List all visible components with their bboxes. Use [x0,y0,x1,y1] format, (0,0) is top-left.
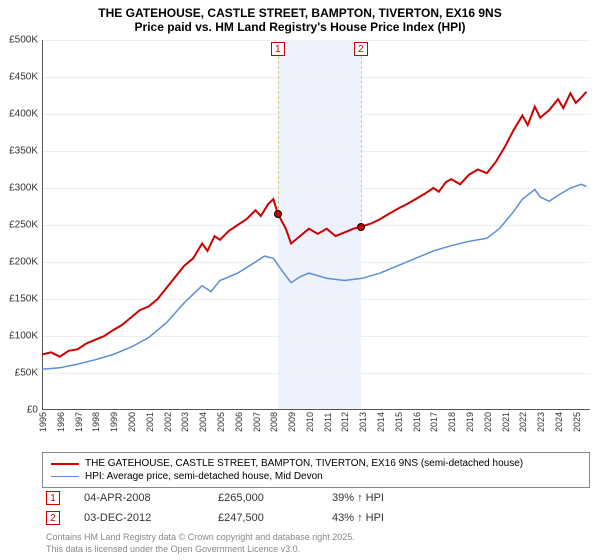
x-tick-label: 2010 [305,412,315,432]
x-tick-label: 2015 [394,412,404,432]
y-tick-label: £250K [9,220,38,231]
legend-row: HPI: Average price, semi-detached house,… [51,470,581,483]
x-tick-label: 2002 [163,412,173,432]
legend-block: THE GATEHOUSE, CASTLE STREET, BAMPTON, T… [42,452,590,555]
title-line-1: THE GATEHOUSE, CASTLE STREET, BAMPTON, T… [0,6,600,20]
x-tick-label: 2001 [145,412,155,432]
legend-label: HPI: Average price, semi-detached house,… [85,471,323,482]
legend-swatch [51,476,79,477]
sale-marker-dot [357,223,365,231]
sale-row: 2 03-DEC-2012 £247,500 43% ↑ HPI [42,508,590,528]
y-tick-label: £150K [9,294,38,305]
sale-marker-line [361,56,362,227]
x-tick-label: 2016 [412,412,422,432]
x-tick-label: 2011 [323,413,333,432]
chart: £0£50K£100K£150K£200K£250K£300K£350K£400… [42,40,590,410]
x-tick-label: 2020 [483,412,493,432]
sale-row-marker: 1 [46,491,60,505]
y-tick-label: £0 [27,405,38,416]
x-tick-label: 2009 [287,412,297,432]
sale-row-marker: 2 [46,511,60,525]
x-tick-label: 2007 [252,412,262,432]
sale-date: 04-APR-2008 [84,492,194,504]
x-tick-label: 2023 [536,412,546,432]
sale-delta: 43% ↑ HPI [332,512,384,524]
sale-row: 1 04-APR-2008 £265,000 39% ↑ HPI [42,488,590,508]
x-tick-label: 2021 [501,412,511,432]
x-tick-label: 2004 [198,412,208,432]
legend-label: THE GATEHOUSE, CASTLE STREET, BAMPTON, T… [85,458,523,469]
legend-row: THE GATEHOUSE, CASTLE STREET, BAMPTON, T… [51,457,581,470]
title-line-2: Price paid vs. HM Land Registry's House … [0,20,600,34]
footnote-line-2: This data is licensed under the Open Gov… [46,544,590,556]
line-series [42,40,590,410]
legend-box: THE GATEHOUSE, CASTLE STREET, BAMPTON, T… [42,452,590,488]
x-tick-label: 2013 [358,412,368,432]
x-tick-label: 2003 [180,412,190,432]
y-tick-label: £300K [9,183,38,194]
y-tick-label: £200K [9,257,38,268]
y-tick-label: £500K [9,35,38,46]
legend-swatch [51,463,79,465]
y-tick-label: £50K [15,368,38,379]
sale-marker-line [278,56,279,214]
footnote: Contains HM Land Registry data © Crown c… [42,528,590,555]
x-tick-label: 2000 [127,412,137,432]
series-price_paid [42,92,586,357]
x-tick-label: 2022 [518,412,528,432]
series-hpi [42,184,586,369]
x-tick-label: 1996 [56,412,66,432]
x-tick-label: 2006 [234,412,244,432]
x-tick-label: 2005 [216,412,226,432]
x-tick-label: 2017 [429,412,439,432]
x-tick-label: 2018 [447,412,457,432]
y-tick-label: £350K [9,146,38,157]
x-tick-label: 2012 [340,412,350,432]
sale-marker-dot [274,210,282,218]
footnote-line-1: Contains HM Land Registry data © Crown c… [46,532,590,544]
x-tick-label: 2014 [376,412,386,432]
x-tick-label: 2024 [554,412,564,432]
y-tick-label: £100K [9,331,38,342]
x-tick-label: 1998 [91,412,101,432]
sale-price: £247,500 [218,512,308,524]
x-tick-label: 1997 [74,412,84,432]
sale-date: 03-DEC-2012 [84,512,194,524]
y-tick-label: £400K [9,109,38,120]
sale-marker-box: 1 [271,42,285,56]
sale-delta: 39% ↑ HPI [332,492,384,504]
sale-price: £265,000 [218,492,308,504]
x-tick-label: 2025 [572,412,582,432]
x-tick-label: 1999 [109,412,119,432]
sale-marker-box: 2 [354,42,368,56]
x-tick-label: 2008 [269,412,279,432]
y-tick-label: £450K [9,72,38,83]
x-tick-label: 1995 [38,412,48,432]
x-tick-label: 2019 [465,412,475,432]
